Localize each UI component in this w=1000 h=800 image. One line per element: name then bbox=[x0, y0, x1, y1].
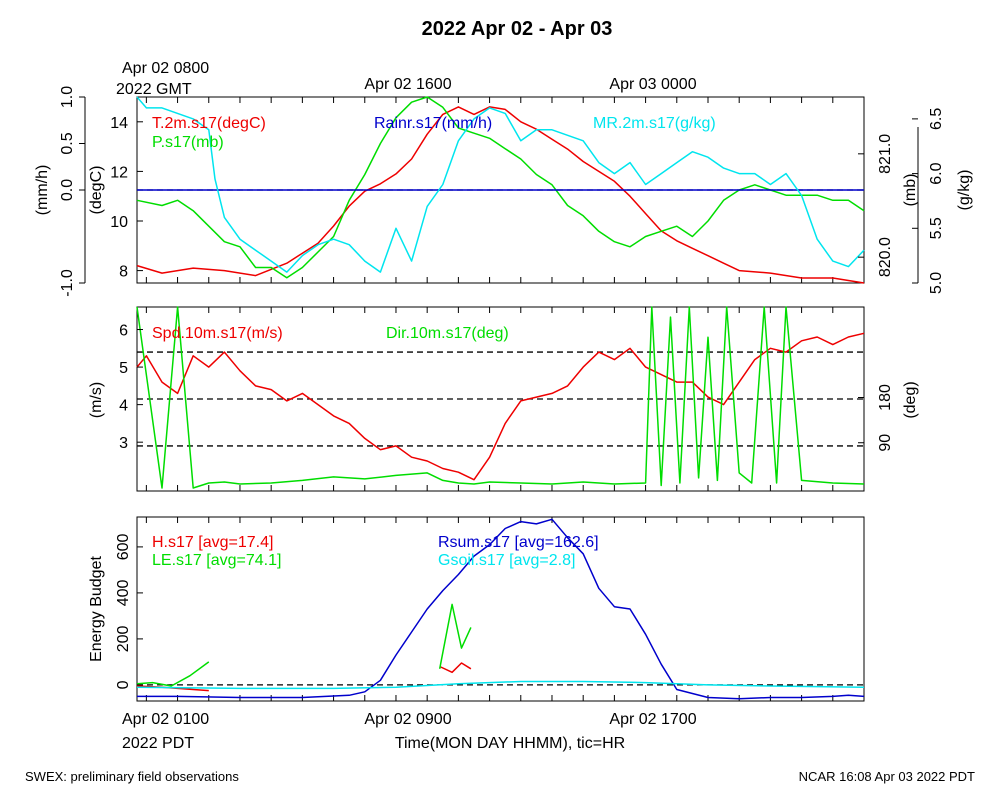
spd-tick-label: 6 bbox=[119, 323, 128, 340]
legend-soil-heat: Gsoil.s17 [avg=2.8] bbox=[438, 552, 575, 569]
legend-latent-heat-name: LE.s17 bbox=[152, 552, 202, 569]
mr-axis-label: (g/kg) bbox=[956, 170, 973, 211]
mr-axis-ticks: 5.0 5.5 6.0 6.5 bbox=[912, 108, 945, 294]
temp-tick-label: 12 bbox=[110, 164, 128, 181]
legend-sensible-heat-name: H.s17 bbox=[152, 534, 194, 551]
series-line-le-s17 bbox=[438, 603, 472, 669]
dir-tick-label: 90 bbox=[877, 434, 894, 452]
panel-wind-reference-lines bbox=[137, 351, 864, 447]
legend-rain-rate: Rainr.s17(mm/h) bbox=[374, 115, 492, 132]
temp-tick-label: 10 bbox=[110, 214, 128, 231]
legend-temperature: T.2m.s17(degC) bbox=[152, 115, 266, 132]
legend-latent-heat-avg: [avg=74.1] bbox=[206, 552, 281, 569]
pressure-axis-ticks: 820.0 821.0 bbox=[858, 134, 894, 277]
legend-soil-heat-avg: [avg=2.8] bbox=[509, 552, 575, 569]
legend-wind-speed: Spd.10m.s17(m/s) bbox=[152, 325, 283, 342]
top-time-label-gmt-1: Apr 02 0800 bbox=[122, 60, 209, 77]
legend-latent-heat: LE.s17 [avg=74.1] bbox=[152, 552, 281, 569]
series-line-le-s17 bbox=[136, 661, 210, 687]
en-tick-label: 0 bbox=[115, 680, 132, 689]
series-line-p-s17-mb bbox=[136, 96, 865, 279]
panel-energy-series bbox=[136, 518, 865, 700]
rain-tick-label: 0.5 bbox=[59, 132, 76, 154]
top-time-label-mid: Apr 02 1600 bbox=[364, 76, 451, 93]
rain-axis-label: (mm/h) bbox=[34, 165, 51, 216]
legend-net-radiation: Rsum.s17 [avg=162.6] bbox=[438, 534, 599, 551]
en-tick-label: 200 bbox=[115, 625, 132, 652]
series-line-gsoil-s17 bbox=[136, 680, 865, 690]
legend-net-radiation-avg: [avg=162.6] bbox=[514, 534, 598, 551]
rain-tick-label: 0.0 bbox=[59, 179, 76, 201]
mr-tick-label: 5.0 bbox=[928, 272, 945, 294]
rain-tick-label: -1.0 bbox=[59, 269, 76, 297]
panel-energy-frame bbox=[136, 516, 865, 702]
panel-met-series bbox=[136, 96, 865, 284]
panel-energy-time-ticks bbox=[145, 517, 834, 701]
panel-met-time-ticks bbox=[145, 97, 834, 283]
legend-pressure: P.s17(mb) bbox=[152, 134, 224, 151]
direction-axis-ticks: 90 180 bbox=[858, 384, 894, 452]
temp-axis-label: (degC) bbox=[88, 166, 105, 215]
speed-axis-ticks: 3 4 5 6 bbox=[119, 323, 143, 452]
panel-wind-time-ticks bbox=[145, 307, 834, 491]
series-line-mr-2m-s17-g-kg bbox=[136, 96, 865, 273]
series-line-dir-10m-s17-deg bbox=[136, 306, 865, 489]
footer-right: NCAR 16:08 Apr 03 2022 PDT bbox=[799, 769, 975, 784]
spd-tick-label: 4 bbox=[119, 398, 128, 415]
legend-soil-heat-name: Gsoil.s17 bbox=[438, 552, 505, 569]
en-tick-label: 600 bbox=[115, 533, 132, 560]
dir-tick-label: 180 bbox=[877, 384, 894, 411]
footer-left: SWEX: preliminary field observations bbox=[25, 769, 239, 784]
legend-wind-direction: Dir.10m.s17(deg) bbox=[386, 325, 509, 342]
rain-tick-label: 1.0 bbox=[59, 86, 76, 108]
bottom-time-label-right: Apr 02 1700 bbox=[609, 711, 696, 728]
temp-tick-label: 14 bbox=[110, 115, 128, 132]
series-line-spd-10m-s17-m-s bbox=[136, 332, 865, 481]
temp-tick-label: 8 bbox=[119, 264, 128, 281]
chart-title: 2022 Apr 02 - Apr 03 bbox=[422, 18, 613, 40]
rain-axis-ticks: -1.0 0.0 0.5 1.0 bbox=[59, 86, 85, 297]
panel-met: -1.0 0.0 0.5 1.0 (mm/h) 8 10 12 14 (degC) 820.… bbox=[34, 86, 973, 297]
series-line-h-s17 bbox=[439, 662, 472, 674]
series-line-t-2m-s17-degc bbox=[136, 106, 865, 284]
pres-tick-label: 820.0 bbox=[877, 237, 894, 277]
spd-tick-label: 3 bbox=[119, 435, 128, 452]
direction-axis-label: (deg) bbox=[902, 381, 919, 418]
legend-net-radiation-name: Rsum.s17 bbox=[438, 534, 510, 551]
pres-tick-label: 821.0 bbox=[877, 134, 894, 174]
x-axis-label: Time(MON DAY HHMM), tic=HR bbox=[395, 735, 625, 752]
en-tick-label: 400 bbox=[115, 579, 132, 606]
legend-mixing-ratio: MR.2m.s17(g/kg) bbox=[593, 115, 716, 132]
panel-energy: 0 200 400 600 Energy Budget H.s17 [avg=17.4… bbox=[88, 516, 865, 702]
speed-axis-label: (m/s) bbox=[88, 382, 105, 418]
legend-sensible-heat-avg: [avg=17.4] bbox=[198, 534, 273, 551]
temp-axis-ticks: 8 10 12 14 bbox=[110, 115, 143, 281]
bottom-time-label-mid: Apr 02 0900 bbox=[364, 711, 451, 728]
bottom-time-label-left-2: 2022 PDT bbox=[122, 735, 194, 752]
mr-tick-label: 5.5 bbox=[928, 217, 945, 239]
mr-tick-label: 6.0 bbox=[928, 162, 945, 184]
panel-wind-series bbox=[136, 306, 865, 489]
energy-axis-label: Energy Budget bbox=[88, 556, 105, 662]
top-time-label-gmt-2: 2022 GMT bbox=[116, 81, 192, 98]
legend-sensible-heat: H.s17 [avg=17.4] bbox=[152, 534, 273, 551]
pressure-axis-label: (mb) bbox=[902, 174, 919, 207]
energy-axis-ticks: 0 200 400 600 bbox=[115, 533, 143, 689]
spd-tick-label: 5 bbox=[119, 360, 128, 377]
mr-tick-label: 6.5 bbox=[928, 108, 945, 130]
top-time-label-right: Apr 03 0000 bbox=[609, 76, 696, 93]
bottom-time-label-left-1: Apr 02 0100 bbox=[122, 711, 209, 728]
